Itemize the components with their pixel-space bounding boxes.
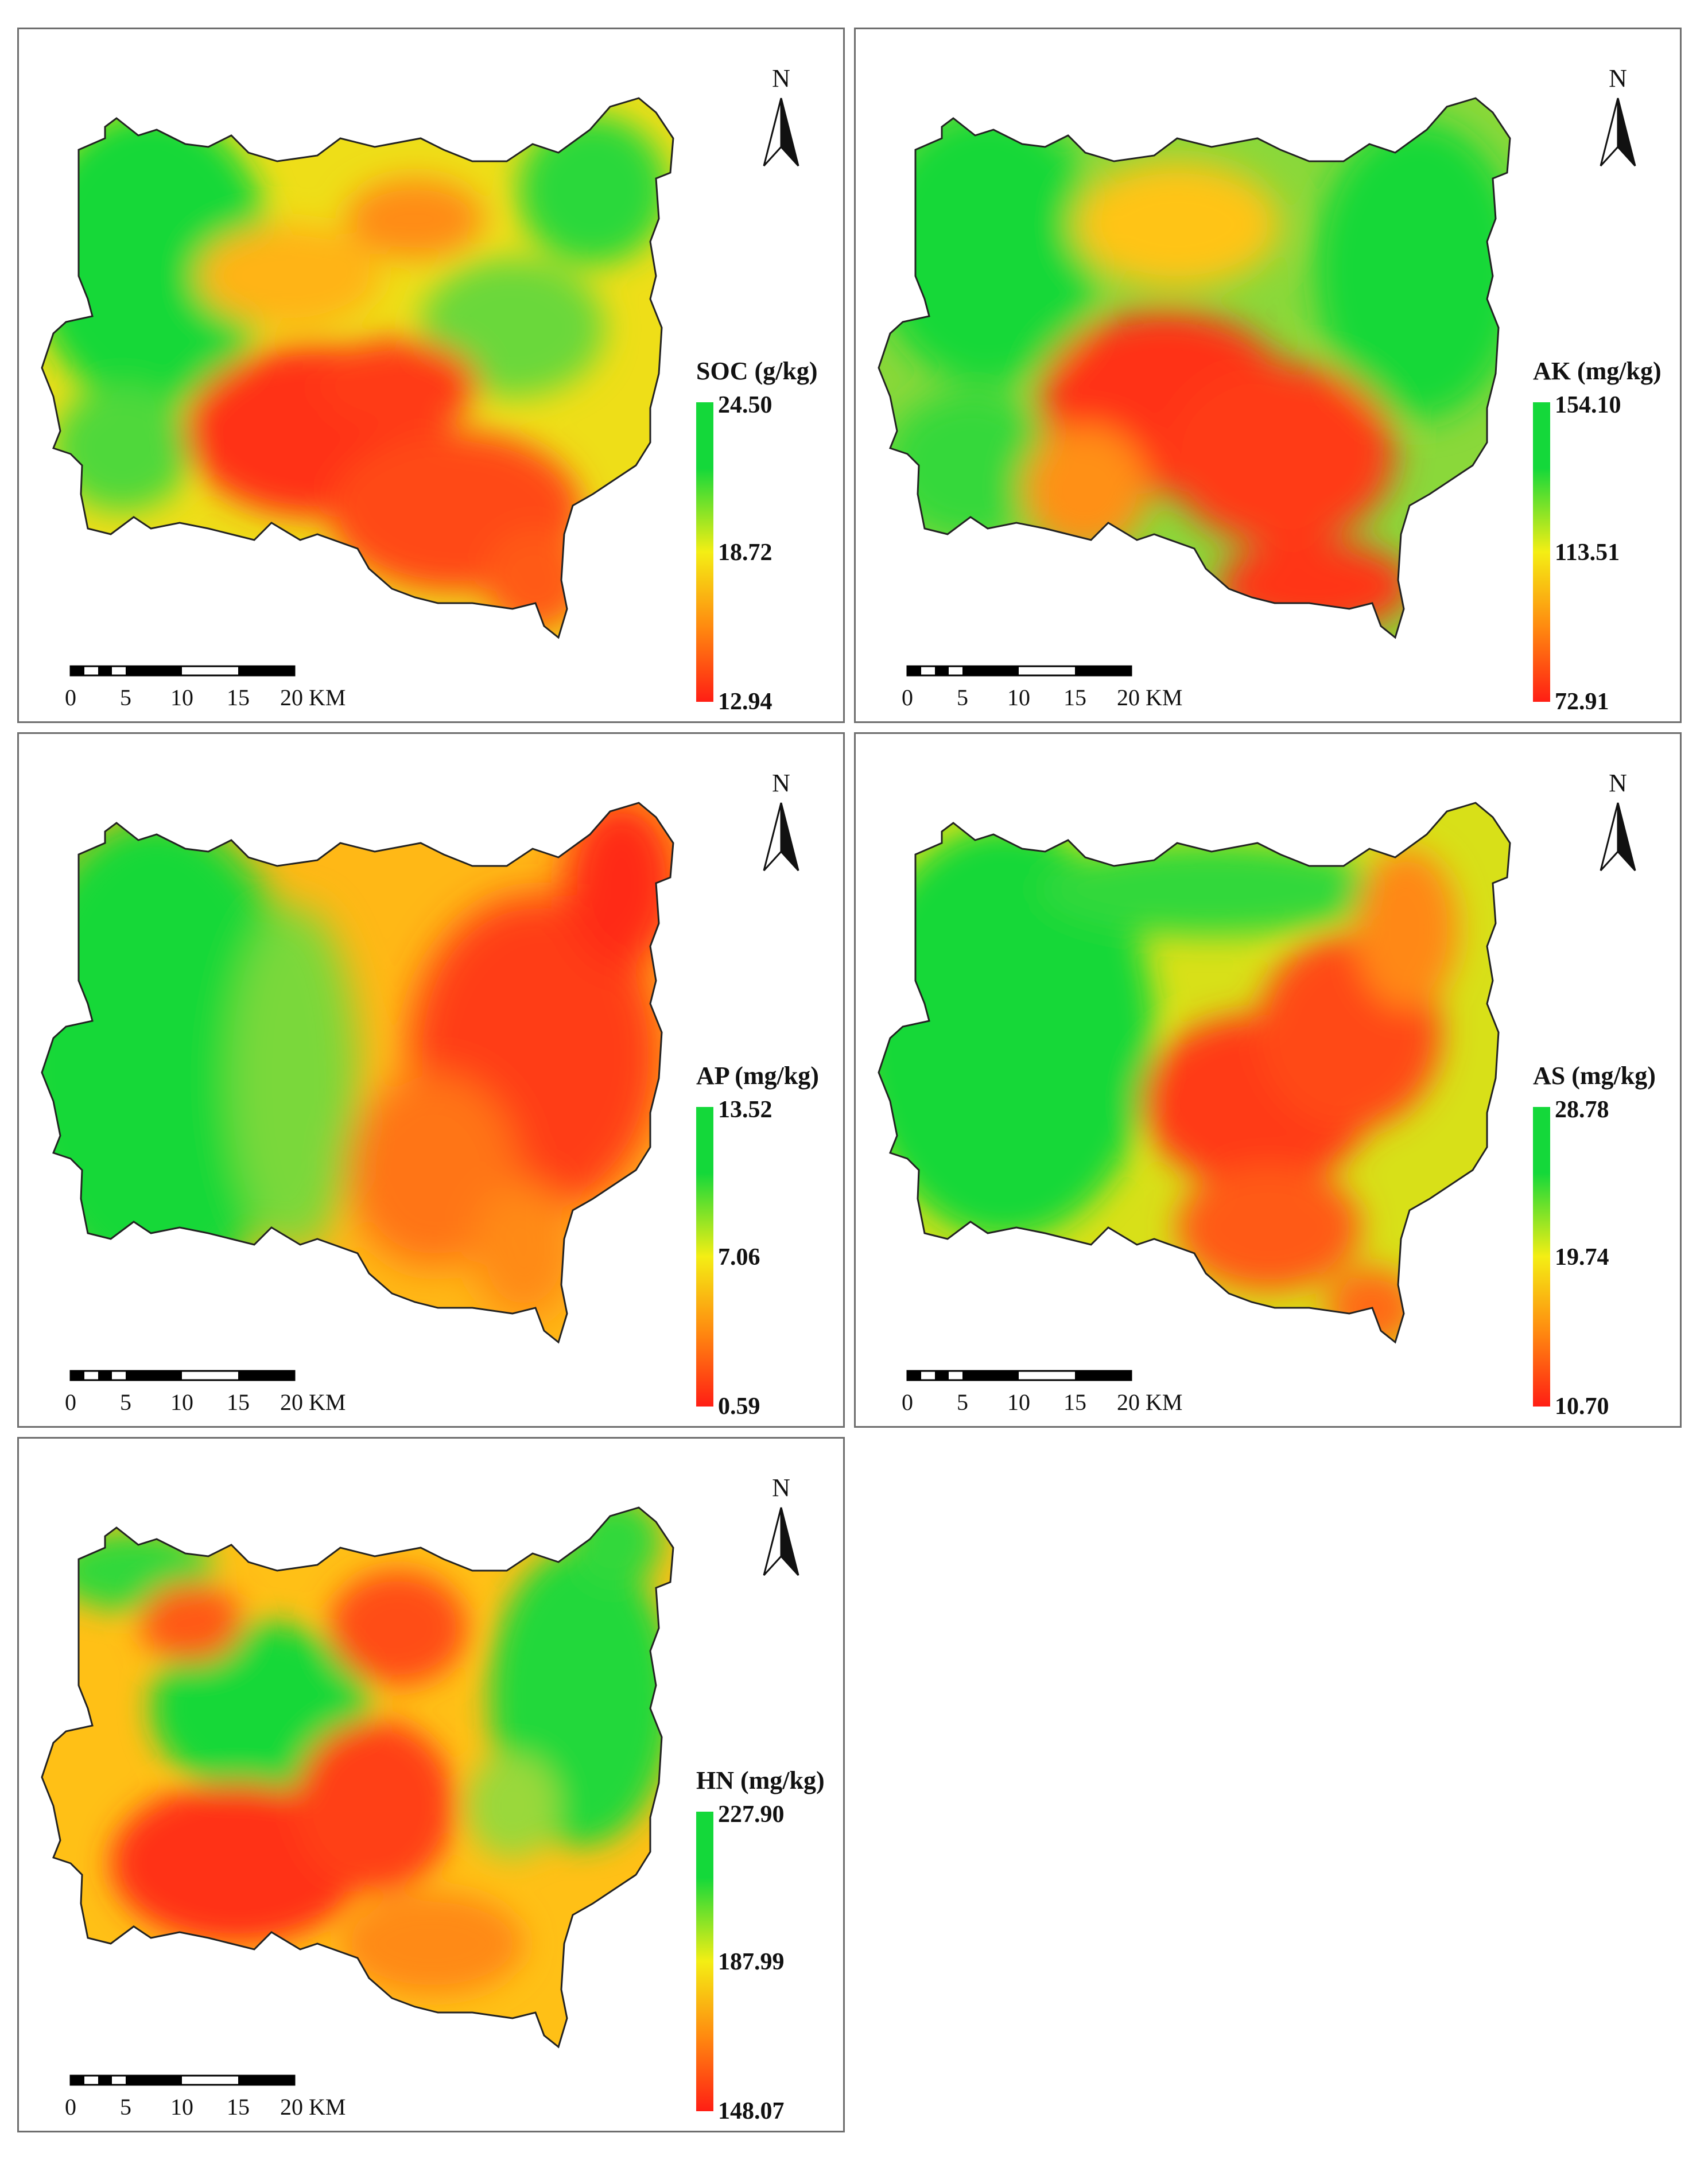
north-label: N	[772, 64, 790, 92]
scale-tick: 5	[120, 1389, 131, 1415]
scale-tick: 0	[65, 685, 76, 710]
scale-tick: 0	[902, 1389, 913, 1415]
legend-title: HN (mg/kg)	[696, 1766, 825, 1794]
scale-tick: 5	[120, 685, 131, 710]
scale-tick: 5	[957, 1389, 968, 1415]
legend-color-ramp	[1533, 402, 1550, 702]
scale-tick: 5	[957, 685, 968, 710]
scale-bar: 0 5 10 15 20 KM	[902, 1370, 1182, 1415]
north-label: N	[772, 1474, 790, 1502]
legend-title: AK (mg/kg)	[1533, 357, 1662, 385]
scale-tick: 20 KM	[280, 685, 346, 710]
soil-property-surface	[42, 98, 673, 638]
legend-min: 10.70	[1555, 1393, 1609, 1420]
scale-bar: 0 5 10 15 20 KM	[65, 665, 346, 710]
map-svg-hn: N HN (mg/kg) 227.90 187.99 148.07 0 5 10…	[41, 1474, 825, 2124]
north-label: N	[1609, 769, 1627, 797]
scale-tick: 15	[227, 2094, 250, 2120]
scale-tick: 10	[170, 685, 193, 710]
legend-color-ramp	[696, 1107, 713, 1407]
map-panel-ak: N AK (mg/kg) 154.10 113.51 72.91 0 5 10 …	[854, 28, 1682, 723]
legend-title: SOC (g/kg)	[696, 357, 817, 385]
legend-color-ramp	[696, 402, 713, 702]
scale-tick: 0	[65, 2094, 76, 2120]
map-panel-as: N AS (mg/kg) 28.78 19.74 10.70 0 5 10 15…	[854, 732, 1682, 1428]
scale-bar: 0 5 10 15 20 KM	[65, 2074, 346, 2120]
map-svg-as: N AS (mg/kg) 28.78 19.74 10.70 0 5 10 15…	[878, 769, 1656, 1420]
scale-tick: 20 KM	[1117, 685, 1182, 710]
scale-tick: 10	[1007, 685, 1030, 710]
legend-color-ramp	[696, 1812, 713, 2111]
north-arrow-icon	[763, 1507, 799, 1576]
scale-tick: 15	[227, 685, 250, 710]
legend-max: 154.10	[1555, 392, 1621, 418]
legend-max: 227.90	[718, 1801, 785, 1828]
legend-mid: 113.51	[1555, 539, 1620, 566]
scale-tick: 20 KM	[1117, 1389, 1182, 1415]
scale-tick: 20 KM	[280, 2094, 346, 2120]
scale-tick: 15	[227, 1389, 250, 1415]
soil-property-surface	[879, 803, 1510, 1342]
legend-min: 0.59	[718, 1393, 760, 1420]
legend-color-ramp	[1533, 1107, 1550, 1407]
north-arrow-icon	[763, 802, 799, 872]
map-svg-ap: N AP (mg/kg) 13.52 7.06 0.59 0 5 10 15 2…	[41, 769, 819, 1420]
north-arrow-icon	[1600, 98, 1636, 167]
scale-tick: 10	[1007, 1389, 1030, 1415]
scale-tick: 10	[170, 2094, 193, 2120]
soil-property-surface	[879, 98, 1510, 638]
scale-tick: 15	[1063, 685, 1086, 710]
map-panel-ap: N AP (mg/kg) 13.52 7.06 0.59 0 5 10 15 2…	[17, 732, 845, 1428]
legend-mid: 187.99	[718, 1949, 785, 1975]
legend-title: AP (mg/kg)	[696, 1062, 819, 1090]
scale-tick: 10	[170, 1389, 193, 1415]
legend-max: 24.50	[718, 392, 773, 418]
scale-bar: 0 5 10 15 20 KM	[902, 665, 1182, 710]
north-label: N	[1609, 64, 1627, 92]
legend-max: 28.78	[1555, 1097, 1609, 1123]
scale-tick: 20 KM	[280, 1389, 346, 1415]
legend-mid: 18.72	[718, 539, 773, 566]
scale-tick: 0	[65, 1389, 76, 1415]
legend-min: 12.94	[718, 689, 773, 715]
map-svg-ak: N AK (mg/kg) 154.10 113.51 72.91 0 5 10 …	[878, 64, 1662, 715]
scale-tick: 15	[1063, 1389, 1086, 1415]
north-arrow-icon	[1600, 802, 1636, 872]
legend-mid: 19.74	[1555, 1244, 1609, 1271]
scale-tick: 5	[120, 2094, 131, 2120]
legend-max: 13.52	[718, 1097, 773, 1123]
legend-min: 72.91	[1555, 689, 1609, 715]
legend-min: 148.07	[718, 2098, 785, 2124]
legend-title: AS (mg/kg)	[1533, 1062, 1656, 1090]
north-label: N	[772, 769, 790, 797]
map-panel-soc: N SOC (g/kg) 24.50 18.72 12.94 0 5 10 15…	[17, 28, 845, 723]
scale-tick: 0	[902, 685, 913, 710]
map-svg-soc: N SOC (g/kg) 24.50 18.72 12.94 0 5 10 15…	[41, 64, 817, 715]
legend-mid: 7.06	[718, 1244, 760, 1271]
map-panel-hn: N HN (mg/kg) 227.90 187.99 148.07 0 5 10…	[17, 1437, 845, 2132]
scale-bar: 0 5 10 15 20 KM	[65, 1370, 346, 1415]
north-arrow-icon	[763, 98, 799, 167]
